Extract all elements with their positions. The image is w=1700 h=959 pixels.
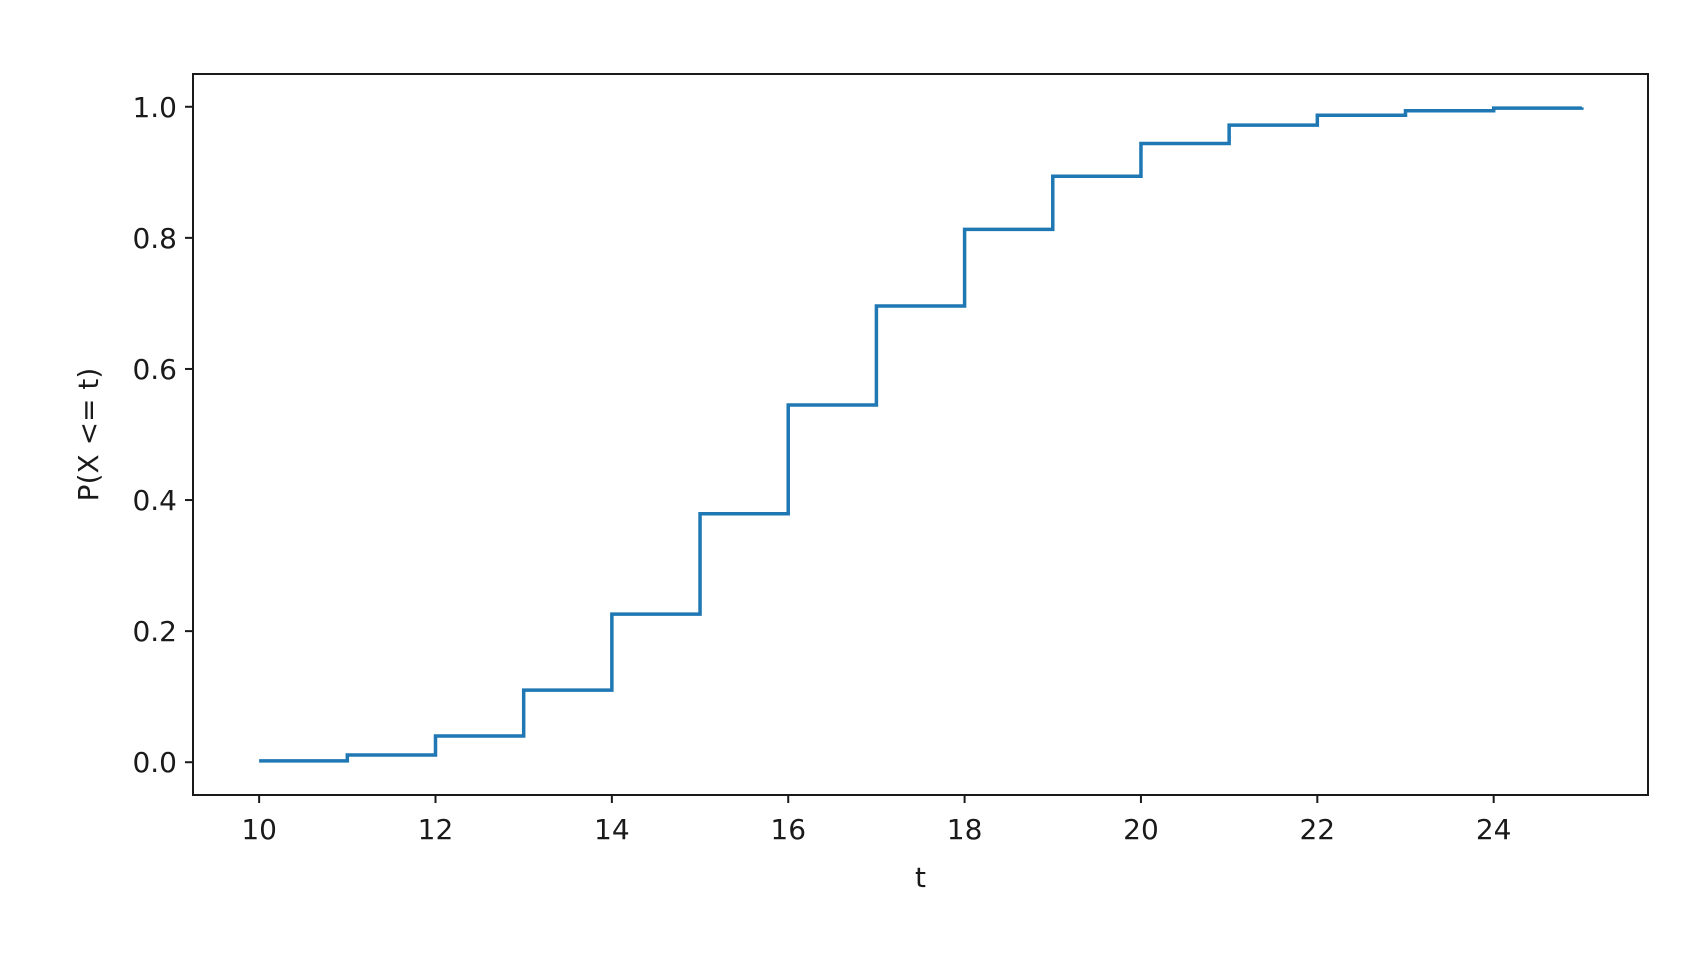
x-tick-label: 14 [594, 813, 630, 846]
axes-frame [192, 73, 1649, 796]
y-axis-label: P(X <= t) [72, 368, 105, 502]
y-axis-ticks: 0.0 0.2 0.4 0.6 0.8 1.0 [132, 91, 193, 779]
x-axis-ticks: 10 12 14 16 18 20 22 24 [241, 795, 1512, 846]
x-tick-label: 20 [1123, 813, 1159, 846]
x-axis-label: t [915, 861, 926, 894]
y-tick-label: 0.0 [132, 746, 177, 779]
y-tick-label: 0.2 [132, 615, 177, 648]
cdf-step-line [259, 106, 1584, 763]
x-tick-label: 22 [1299, 813, 1335, 846]
x-tick-label: 10 [241, 813, 277, 846]
plot-area [259, 106, 1584, 763]
x-tick-label: 18 [947, 813, 983, 846]
y-tick-label: 0.8 [132, 222, 177, 255]
x-tick-label: 24 [1476, 813, 1512, 846]
y-tick-label: 0.6 [132, 353, 177, 386]
y-tick-label: 0.4 [132, 484, 177, 517]
x-tick-label: 12 [418, 813, 454, 846]
x-tick-label: 16 [770, 813, 806, 846]
y-tick-label: 1.0 [132, 91, 177, 124]
